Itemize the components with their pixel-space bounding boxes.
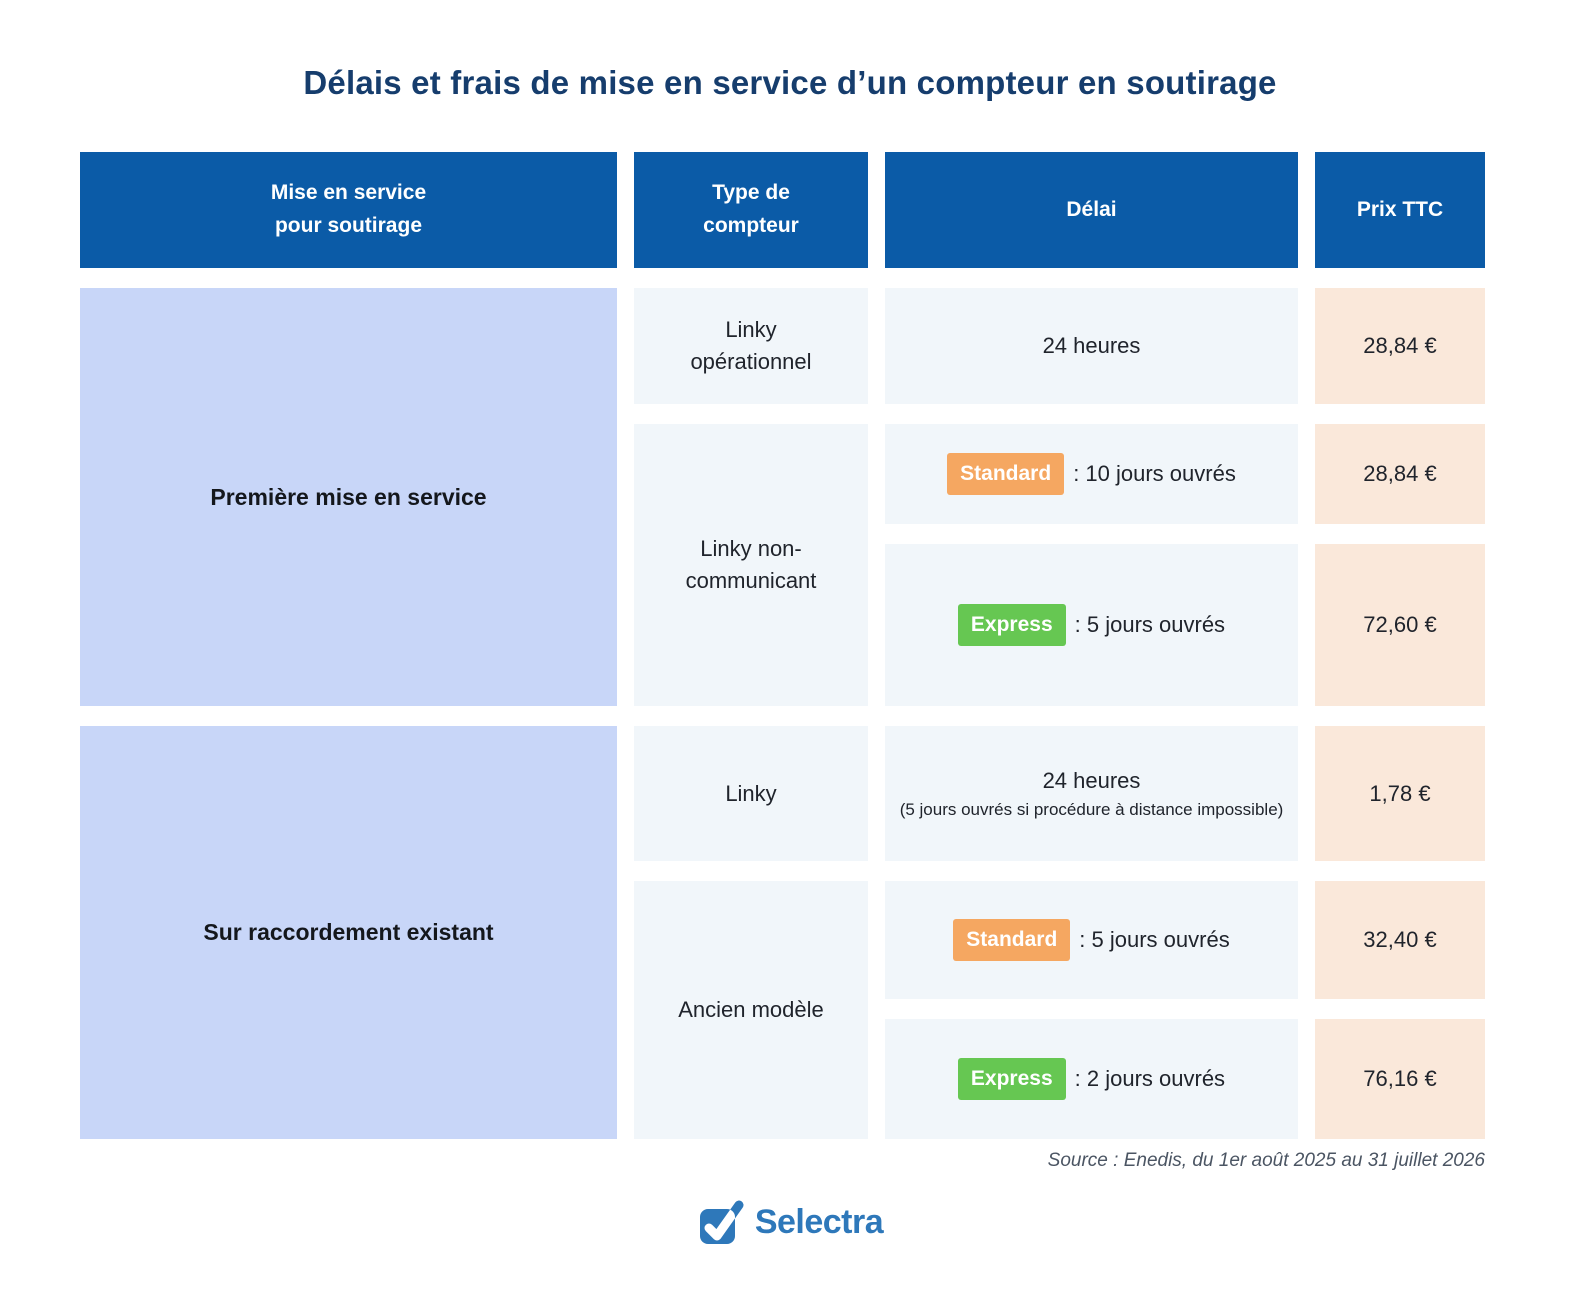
price-cell: 28,84 € bbox=[1315, 288, 1485, 404]
delay-text: : 5 jours ouvrés bbox=[1074, 612, 1226, 638]
standard-badge: Standard bbox=[947, 452, 1065, 496]
header-cell-mise-en-service: Mise en service pour soutirage bbox=[80, 152, 617, 268]
type-label: Ancien modèle bbox=[678, 997, 824, 1023]
delay-note: (5 jours ouvrés si procédure à distance … bbox=[899, 799, 1284, 819]
selectra-wordmark: Selectra bbox=[754, 1202, 884, 1241]
type-cell-linky: Linky bbox=[634, 726, 868, 861]
source-caption: Source : Enedis, du 1er août 2025 au 31 … bbox=[1047, 1150, 1485, 1171]
selectra-logo: Selectra bbox=[0, 1198, 1580, 1246]
type-cell-ancien-modele: Ancien modèle bbox=[634, 881, 868, 1139]
header-line: compteur bbox=[703, 214, 799, 237]
header-line: pour soutirage bbox=[274, 214, 422, 237]
delay-cell: 24 heures (5 jours ouvrés si procédure à… bbox=[885, 726, 1298, 861]
price-value: 76,16 € bbox=[1363, 1066, 1437, 1091]
delay-cell: Express : 5 jours ouvrés bbox=[885, 544, 1298, 706]
type-cell-linky-non-communicant: Linky non-communicant bbox=[634, 424, 868, 706]
type-label: Linky non-communicant bbox=[685, 536, 817, 593]
delay-text: 24 heures bbox=[1042, 768, 1141, 794]
type-label: Linky opérationnel bbox=[690, 317, 812, 374]
price-value: 28,84 € bbox=[1363, 461, 1437, 486]
group-label: Sur raccordement existant bbox=[203, 919, 494, 945]
price-cell: 76,16 € bbox=[1315, 1019, 1485, 1139]
delay-cell: Standard : 5 jours ouvrés bbox=[885, 881, 1298, 999]
price-cell: 72,60 € bbox=[1315, 544, 1485, 706]
header-line: Prix TTC bbox=[1356, 197, 1444, 221]
delay-text: : 5 jours ouvrés bbox=[1079, 927, 1230, 953]
header-line: Mise en service bbox=[270, 181, 427, 205]
express-badge: Express bbox=[957, 1057, 1066, 1101]
group-cell-premiere-mise-en-service: Première mise en service bbox=[80, 288, 617, 706]
header-cell-type-compteur: Type de compteur bbox=[634, 152, 868, 268]
delay-text: : 2 jours ouvrés bbox=[1074, 1066, 1226, 1092]
page-title: Délais et frais de mise en service d’un … bbox=[303, 64, 1277, 101]
express-badge: Express bbox=[957, 603, 1066, 647]
price-value: 32,40 € bbox=[1363, 927, 1437, 952]
type-label: Linky bbox=[725, 780, 777, 806]
price-cell: 28,84 € bbox=[1315, 424, 1485, 524]
group-cell-sur-raccordement-existant: Sur raccordement existant bbox=[80, 726, 617, 1139]
group-label: Première mise en service bbox=[210, 483, 487, 510]
header-cell-delai: Délai bbox=[885, 152, 1298, 268]
header-line: Délai bbox=[1066, 197, 1117, 221]
delay-text: 24 heures bbox=[1042, 333, 1141, 359]
header-cell-prix-ttc: Prix TTC bbox=[1315, 152, 1485, 268]
price-cell: 1,78 € bbox=[1315, 726, 1485, 861]
standard-badge: Standard bbox=[953, 918, 1071, 962]
price-value: 1,78 € bbox=[1369, 780, 1431, 806]
delay-cell: Express : 2 jours ouvrés bbox=[885, 1019, 1298, 1139]
delay-text: : 10 jours ouvrés bbox=[1073, 461, 1236, 487]
delay-cell: Standard : 10 jours ouvrés bbox=[885, 424, 1298, 524]
price-value: 28,84 € bbox=[1363, 333, 1437, 358]
delay-cell: 24 heures bbox=[885, 288, 1298, 404]
price-value: 72,60 € bbox=[1363, 612, 1437, 637]
header-line: Type de bbox=[712, 181, 790, 205]
selectra-check-icon bbox=[697, 1198, 745, 1246]
price-cell: 32,40 € bbox=[1315, 881, 1485, 999]
type-cell-linky-operationnel: Linky opérationnel bbox=[634, 288, 868, 404]
pricing-table: Mise en service pour soutirage Type de c… bbox=[80, 152, 1485, 1139]
